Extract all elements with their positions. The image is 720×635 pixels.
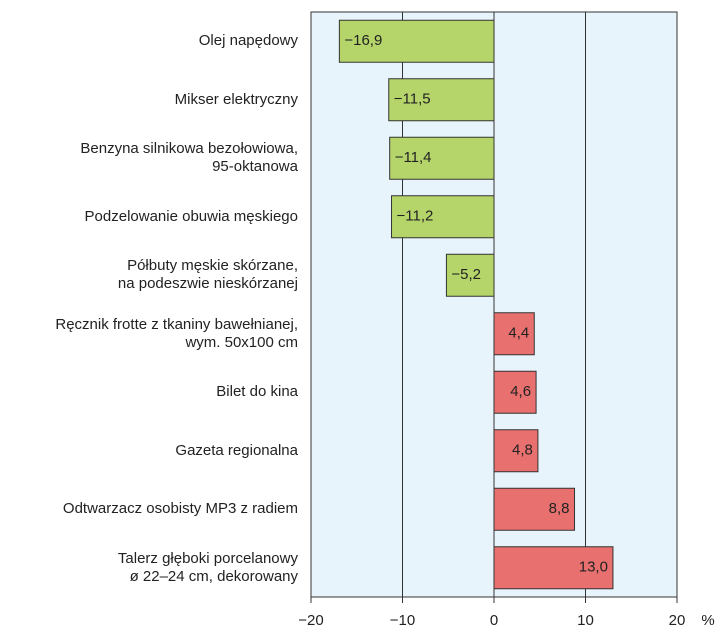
category-label: Podzelowanie obuwia męskiego	[84, 207, 298, 225]
bar	[493, 370, 537, 414]
category-label: Gazeta regionalna	[175, 441, 298, 459]
category-label: Ręcznik frotte z tkaniny bawełnianej, wy…	[55, 315, 298, 351]
x-tick-label: −10	[390, 612, 415, 629]
bar	[338, 19, 495, 63]
bar	[493, 546, 614, 590]
x-axis-label: %	[701, 612, 714, 629]
x-tick-label: 0	[490, 612, 498, 629]
bar	[389, 136, 495, 180]
x-tick-label: 10	[577, 612, 594, 629]
category-label: Bilet do kina	[216, 383, 298, 401]
value-label: −16,9	[344, 32, 382, 49]
value-label: 4,4	[508, 325, 529, 342]
bar	[391, 195, 495, 239]
value-label: 13,0	[579, 559, 608, 576]
x-tick-label: −20	[298, 612, 323, 629]
value-label: 8,8	[549, 500, 570, 517]
value-label: 4,8	[512, 442, 533, 459]
category-label: Półbuty męskie skórzane, na podeszwie ni…	[117, 257, 298, 293]
x-tick-label: 20	[669, 612, 686, 629]
category-label: Mikser elektryczny	[174, 90, 298, 108]
bar	[493, 487, 576, 531]
category-label: Benzyna silnikowa bezołowiowa, 95-oktano…	[80, 140, 298, 176]
value-label: −11,2	[397, 208, 434, 225]
value-label: −5,2	[451, 266, 481, 283]
category-label: Talerz głęboki porcelanowy ø 22–24 cm, d…	[117, 549, 298, 585]
value-label: −11,4	[395, 149, 432, 166]
category-label: Olej napędowy	[198, 32, 298, 50]
value-label: 4,6	[510, 383, 531, 400]
value-label: −11,5	[394, 91, 431, 108]
category-label: Odtwarzacz osobisty MP3 z radiem	[62, 500, 298, 518]
